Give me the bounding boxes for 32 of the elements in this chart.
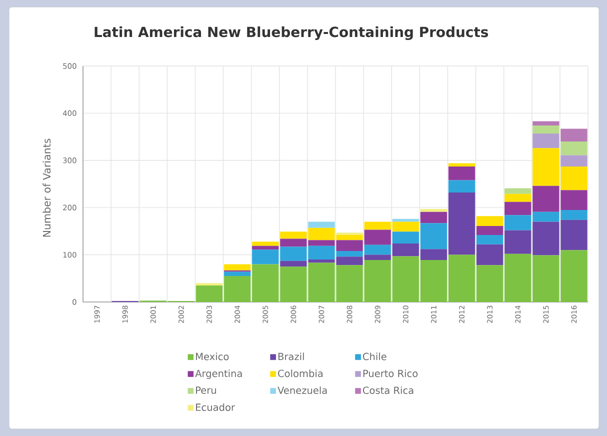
legend-label: Mexico [196, 352, 229, 360]
bar [420, 209, 448, 212]
bar [448, 163, 476, 167]
legend-label: Ecuador [196, 403, 235, 411]
bar [448, 166, 476, 180]
legend-label: Venezuela [278, 386, 327, 394]
legend-label: Peru [196, 386, 216, 394]
bar [476, 234, 504, 244]
chart-title: Latin America New Blueberry-Containing Products [94, 26, 488, 40]
y-axis-title: Number of Variants [42, 138, 51, 237]
legend-label: Brazil [278, 352, 304, 360]
bar [532, 133, 560, 148]
bar [560, 142, 588, 156]
bar [560, 128, 588, 142]
legend-label: Costa Rica [362, 386, 414, 394]
bar [560, 155, 588, 167]
bar [476, 226, 504, 235]
bar [224, 272, 251, 276]
bar [252, 242, 279, 246]
bar [504, 194, 532, 202]
bar [476, 216, 504, 226]
legend-label: Chile [362, 352, 386, 360]
legend-label: Colombia [278, 370, 322, 378]
bar [308, 222, 335, 228]
bar [532, 121, 560, 126]
legend-label: Puerto Rico [363, 370, 418, 378]
bar [532, 125, 560, 134]
bar [504, 188, 532, 194]
bar [420, 212, 448, 224]
bar [224, 264, 251, 270]
bar [448, 180, 476, 192]
legend-label: Argentina [195, 370, 242, 380]
